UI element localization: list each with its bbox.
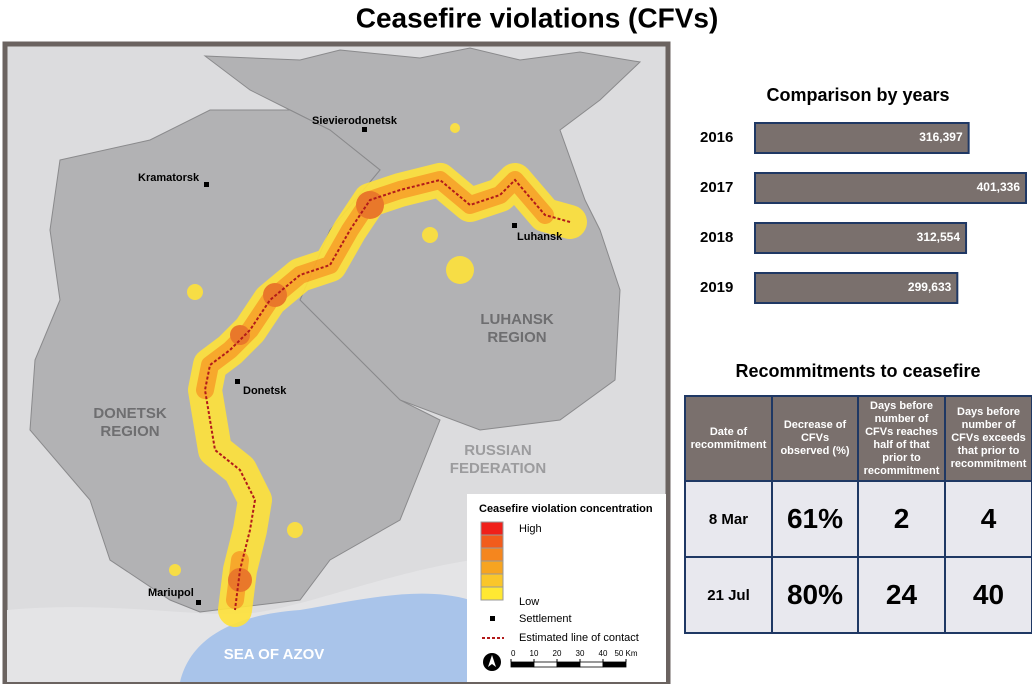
value-label: 299,633 — [908, 280, 952, 294]
table-cell: 2 — [857, 480, 946, 558]
chart-title: Comparison by years — [766, 85, 949, 105]
settlement-dot — [196, 600, 201, 605]
region-label: RUSSIAN — [464, 442, 532, 459]
legend-label: High — [519, 523, 542, 535]
region-label: REGION — [487, 329, 546, 346]
region-label: REGION — [100, 423, 159, 440]
scale-segment — [556, 661, 581, 668]
scale-label: 40 — [599, 649, 608, 658]
settlement-label: Luhansk — [517, 231, 563, 243]
table-cell: 8 Mar — [684, 480, 773, 558]
table-header: Date of recommitment — [684, 395, 773, 482]
scale-segment — [533, 661, 558, 668]
category-label: 2018 — [700, 229, 733, 246]
legend-title: Ceasefire violation concentration — [479, 503, 653, 515]
sea — [180, 593, 470, 682]
table-title: Recommitments to ceasefire — [735, 361, 980, 381]
table-cell: 61% — [771, 480, 859, 558]
value-label: 316,397 — [919, 130, 963, 144]
table-cell: 24 — [857, 556, 946, 634]
settlement-label: Sievierodonetsk — [312, 115, 398, 127]
scale-label: 50 Km — [614, 649, 637, 658]
bar — [754, 272, 959, 304]
legend: Ceasefire violation concentration High L… — [467, 494, 666, 682]
scale-label: 30 — [576, 649, 585, 658]
scale-segment — [510, 661, 535, 668]
legend-label: Estimated line of contact — [519, 632, 639, 644]
scale-segment — [602, 661, 627, 668]
table-header: Decrease of CFVs observed (%) — [771, 395, 859, 482]
scale-segment — [579, 661, 604, 668]
scale-bar: 0 10 20 30 40 50 Km — [510, 649, 638, 668]
legend-label: Settlement — [519, 613, 572, 625]
contact-line — [203, 178, 571, 611]
sea-label: SEA OF AZOV — [224, 646, 325, 663]
settlement-label: Donetsk — [243, 385, 287, 397]
category-label: 2019 — [700, 279, 733, 296]
value-label: 312,554 — [917, 230, 961, 244]
scale-label: 20 — [553, 649, 562, 658]
bar-chart: 2016 316,397 2017 401,336 2018 312,554 2019 299… — [700, 122, 1027, 304]
table-header: Days before number of CFVs reaches half … — [857, 395, 946, 482]
settlement-dot — [512, 223, 517, 228]
table-cell: 40 — [944, 556, 1032, 634]
settlement-label: Mariupol — [148, 587, 194, 599]
value-label: 401,336 — [977, 180, 1021, 194]
scale-label: 0 — [511, 649, 516, 658]
settlement-dot — [362, 127, 367, 132]
scale-label: 10 — [530, 649, 539, 658]
table-cell: 21 Jul — [684, 556, 773, 634]
table-cell: 4 — [944, 480, 1032, 558]
region-label: DONETSK — [93, 405, 167, 422]
bar — [754, 122, 970, 154]
legend-label: Low — [519, 596, 539, 608]
table: Date of recommitment Decrease of CFVs ob… — [684, 395, 1032, 634]
region-label: LUHANSK — [480, 311, 553, 328]
region-label: FEDERATION — [450, 460, 546, 477]
settlement-dot — [235, 379, 240, 384]
page-title: Ceasefire violations (CFVs) — [356, 2, 719, 33]
bar — [754, 172, 1027, 204]
table-cell: 80% — [771, 556, 859, 634]
bar — [754, 222, 968, 254]
settlement-dot — [204, 182, 209, 187]
category-label: 2017 — [700, 179, 733, 196]
table-header: Days before number of CFVs exceeds that … — [944, 395, 1032, 482]
map: Sievierodonetsk Kramatorsk Luhansk Donet… — [2, 41, 671, 684]
category-label: 2016 — [700, 129, 733, 146]
settlement-label: Kramatorsk — [138, 172, 200, 184]
